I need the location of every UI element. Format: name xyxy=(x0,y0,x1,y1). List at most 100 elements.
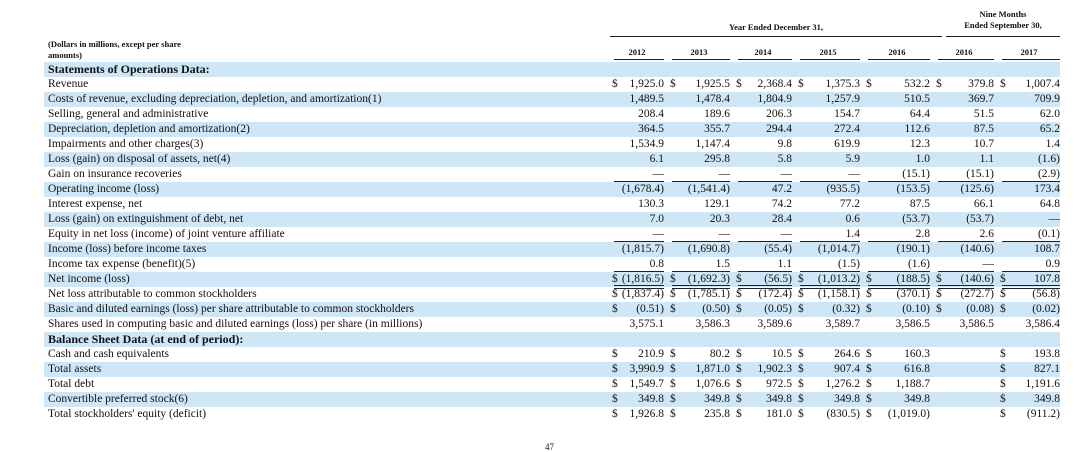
table-row: Income (loss) before income taxes (1,815.… xyxy=(44,242,1060,257)
cell-value: 208.4 xyxy=(638,108,664,120)
table-row: Impairments and other charges(3) 1,534.9 1… xyxy=(44,137,1060,152)
row-label: Gain on insurance recoveries xyxy=(48,168,182,180)
table-cell: $907.4 xyxy=(798,362,860,377)
table-cell: $349.8 xyxy=(798,392,860,407)
table-cell: $80.2 xyxy=(670,347,730,362)
cell-value: 12.3 xyxy=(909,138,930,150)
currency-sign: $ xyxy=(612,288,618,300)
cell-value: 51.5 xyxy=(973,108,994,120)
table-row: Shares used in computing basic and dilut… xyxy=(44,317,1060,332)
table-cell: 12.3 xyxy=(866,137,930,152)
cell-value: 1,534.9 xyxy=(629,138,665,150)
currency-sign: $ xyxy=(866,393,872,405)
cell-value: (172.4) xyxy=(758,288,792,300)
table-cell xyxy=(936,347,994,362)
table-cell: $349.8 xyxy=(866,392,930,407)
table-cell: (1,815.7) xyxy=(612,242,664,257)
currency-sign: $ xyxy=(1000,393,1006,405)
subtotal-rule xyxy=(938,181,994,182)
row-label: Shares used in computing basic and dilut… xyxy=(48,318,423,330)
cell-value: 65.2 xyxy=(1039,123,1060,135)
currency-sign: $ xyxy=(866,378,872,390)
cell-value: (1,013.2) xyxy=(817,273,860,285)
table-cell: $1,007.4 xyxy=(1000,77,1060,92)
section-heading-row: Balance Sheet Data (at end of period): xyxy=(44,332,1060,347)
currency-sign: $ xyxy=(736,303,742,315)
cell-value: 1,375.3 xyxy=(825,78,861,90)
cell-value: 2.8 xyxy=(915,228,930,240)
table-cell: 3,589.6 xyxy=(736,317,793,332)
table-cell: 1.5 xyxy=(670,257,730,272)
table-cell: 6.1 xyxy=(612,152,664,167)
currency-sign: $ xyxy=(798,408,804,420)
table-cell: $ (0.51) xyxy=(612,302,664,317)
currency-sign: $ xyxy=(670,348,676,360)
cell-value: (188.5) xyxy=(896,273,930,285)
table-cell: $1,191.6 xyxy=(1000,377,1060,392)
table-row: Loss (gain) on disposal of assets, net(4… xyxy=(44,152,1060,167)
cell-value: 3,575.1 xyxy=(629,318,665,330)
table-cell: (1,541.4) xyxy=(670,182,730,197)
table-cell: (1,690.8) xyxy=(670,242,730,257)
cell-value: (1.6) xyxy=(907,258,930,270)
table-cell: 65.2 xyxy=(1000,122,1060,137)
table-cell: $ (0.05) xyxy=(736,302,792,317)
section-heading-row: Statements of Operations Data: xyxy=(44,62,1060,77)
table-cell: 20.3 xyxy=(670,212,730,227)
table-cell: 709.9 xyxy=(1000,92,1060,107)
cell-value: (911.2) xyxy=(1026,408,1060,420)
table-cell: 10.7 xyxy=(936,137,994,152)
row-label: Loss (gain) on disposal of assets, net(4… xyxy=(48,153,231,165)
cell-value: 189.6 xyxy=(704,108,730,120)
table-cell: — xyxy=(798,167,861,182)
cell-value: (935.5) xyxy=(826,183,860,195)
table-cell: — xyxy=(612,167,665,182)
table-cell: (2.9) xyxy=(1000,167,1060,182)
cell-value: 5.9 xyxy=(845,153,860,165)
currency-sign: $ xyxy=(736,378,742,390)
table-cell: (190.1) xyxy=(866,242,930,257)
cell-value: (15.1) xyxy=(966,168,994,180)
cell-value: (0.08) xyxy=(966,303,994,315)
table-cell: $ (1,013.2) xyxy=(798,272,860,287)
cell-value: — xyxy=(718,168,731,180)
cell-value: 64.4 xyxy=(909,108,930,120)
cell-value: 369.7 xyxy=(968,93,994,105)
row-label: Loss (gain) on extinguishment of debt, n… xyxy=(48,213,244,225)
currency-sign: $ xyxy=(866,408,872,420)
cell-value: (15.1) xyxy=(902,168,930,180)
table-cell: 1,534.9 xyxy=(612,137,665,152)
currency-sign: $ xyxy=(736,363,742,375)
cell-value: 294.4 xyxy=(766,123,792,135)
cell-value: — xyxy=(780,168,793,180)
column-header-rule xyxy=(868,59,930,60)
subtotal-rule xyxy=(672,181,730,182)
column-header-rule xyxy=(738,59,792,60)
cell-value: 264.6 xyxy=(834,348,860,360)
currency-sign: $ xyxy=(798,378,804,390)
cell-value: (190.1) xyxy=(896,243,930,255)
table-cell: (1.6) xyxy=(1000,152,1060,167)
subtotal-rule xyxy=(614,241,664,242)
cell-value: 295.8 xyxy=(704,153,730,165)
total-double-rule xyxy=(672,285,730,289)
table-cell: (0.1) xyxy=(1000,227,1060,242)
table-cell: $827.1 xyxy=(1000,362,1060,377)
column-header-5: 2016 xyxy=(955,47,973,57)
currency-sign: $ xyxy=(866,363,872,375)
cell-value: 3,586.3 xyxy=(695,318,731,330)
year-ended-header: Year Ended December 31, xyxy=(728,22,824,32)
cell-value: 154.7 xyxy=(834,108,860,120)
currency-sign: $ xyxy=(1000,348,1006,360)
subtotal-rule xyxy=(800,271,860,272)
cell-value: 0.6 xyxy=(845,213,860,225)
subtotal-rule xyxy=(1002,271,1060,272)
table-cell: $ (830.5) xyxy=(798,407,860,422)
subtotal-rule xyxy=(938,241,994,242)
table-cell: (53.7) xyxy=(936,212,994,227)
nine-months-line2: Ended September 30, xyxy=(964,20,1042,30)
table-cell: 1,478.4 xyxy=(670,92,731,107)
cell-value: — xyxy=(718,228,731,240)
cell-value: 0.8 xyxy=(649,258,664,270)
table-cell: 129.1 xyxy=(670,197,730,212)
